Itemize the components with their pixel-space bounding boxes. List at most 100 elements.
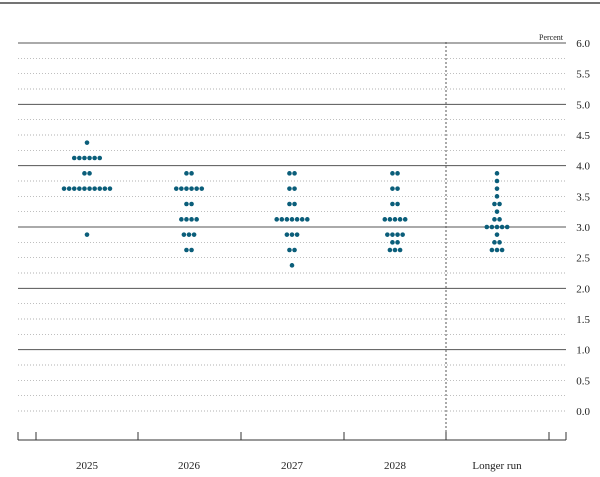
dot-marker bbox=[492, 201, 497, 207]
dot-marker bbox=[397, 217, 403, 222]
dot-marker bbox=[179, 186, 184, 191]
dot-marker bbox=[181, 232, 187, 237]
dot-marker bbox=[395, 232, 400, 237]
dot-marker bbox=[87, 171, 92, 176]
y-tick-label: 1.0 bbox=[576, 345, 590, 357]
x-tick-label: Longer run bbox=[472, 460, 522, 472]
dot-marker bbox=[387, 217, 393, 222]
dot-marker bbox=[294, 232, 300, 237]
dot-marker bbox=[484, 224, 490, 230]
dot-marker bbox=[390, 232, 395, 237]
dot-marker bbox=[504, 224, 510, 230]
dot-marker bbox=[173, 186, 179, 191]
dot-marker bbox=[489, 224, 495, 230]
dot-marker bbox=[71, 155, 77, 161]
dot-marker bbox=[497, 201, 502, 207]
y-tick-labels: 0.0 0.5 1.0 1.5 2.0 2.5 3.0 3.5 4.0 4.5 5.0 5.5 6.0 bbox=[576, 38, 590, 418]
dot-marker bbox=[299, 217, 305, 222]
dot-marker bbox=[499, 224, 505, 230]
dot-marker bbox=[390, 240, 395, 245]
dot-marker bbox=[397, 247, 403, 253]
dot-marker bbox=[82, 155, 87, 161]
dot-marker bbox=[305, 217, 310, 222]
dot-marker bbox=[189, 186, 194, 191]
dot-marker bbox=[82, 186, 87, 191]
dot-marker bbox=[194, 217, 199, 222]
y-tick-label: 4.5 bbox=[576, 130, 590, 142]
dot-marker bbox=[184, 217, 189, 222]
dot-marker bbox=[184, 247, 189, 253]
dot-marker bbox=[92, 186, 97, 191]
dot-marker bbox=[292, 186, 297, 191]
y-tick-label: 3.0 bbox=[576, 222, 590, 234]
y-tick-label: 1.5 bbox=[576, 314, 590, 326]
dot-marker bbox=[194, 186, 199, 191]
x-tick-label: 2025 bbox=[76, 460, 99, 472]
dot-marker bbox=[87, 155, 92, 161]
dot-marker bbox=[392, 247, 398, 253]
dot-marker bbox=[184, 201, 189, 207]
dot-marker bbox=[494, 247, 500, 253]
dot-marker bbox=[494, 171, 500, 176]
dot-marker bbox=[184, 171, 189, 176]
dot-marker bbox=[402, 217, 408, 222]
dot-marker bbox=[494, 186, 500, 191]
dot-marker bbox=[289, 232, 295, 237]
grid-lines bbox=[18, 42, 566, 412]
y-tick-label: 4.0 bbox=[576, 161, 590, 173]
dot-marker bbox=[71, 186, 77, 191]
dot-marker bbox=[499, 247, 505, 253]
y-tick-label: 5.5 bbox=[576, 69, 590, 81]
dot-marker bbox=[387, 247, 393, 253]
dot-marker bbox=[287, 201, 292, 207]
x-tick-label: 2027 bbox=[281, 460, 304, 472]
dot-marker bbox=[84, 232, 90, 237]
dot-marker bbox=[497, 217, 502, 222]
dot-marker bbox=[494, 232, 500, 237]
dot-marker bbox=[189, 217, 194, 222]
dot-marker bbox=[189, 247, 194, 253]
dot-marker bbox=[292, 247, 297, 253]
dot-marker bbox=[179, 217, 184, 222]
dot-marker bbox=[492, 240, 497, 245]
dot-marker bbox=[382, 217, 388, 222]
dot-marker bbox=[390, 201, 395, 207]
dot-marker bbox=[77, 155, 82, 161]
dot-marker bbox=[97, 155, 103, 161]
dot-marker bbox=[390, 171, 395, 176]
dot-marker bbox=[102, 186, 108, 191]
dot-marker bbox=[292, 201, 297, 207]
dot-marker bbox=[77, 186, 82, 191]
dot-marker bbox=[392, 217, 398, 222]
dot-marker bbox=[191, 232, 197, 237]
y-tick-label: 5.0 bbox=[576, 99, 590, 111]
dot-marker bbox=[385, 232, 390, 237]
y-tick-label: 0.0 bbox=[576, 406, 590, 418]
y-tick-label: 0.5 bbox=[576, 375, 590, 387]
dot-marker bbox=[107, 186, 113, 191]
dot-marker bbox=[92, 155, 97, 161]
dot-marker bbox=[494, 194, 500, 199]
dot-marker bbox=[494, 209, 500, 214]
dot-marker bbox=[395, 201, 400, 207]
dot-marker bbox=[189, 201, 194, 207]
dot-marker bbox=[494, 178, 500, 184]
dot-marker bbox=[287, 247, 292, 253]
y-tick-label: 3.5 bbox=[576, 191, 590, 203]
x-tick-label: 2028 bbox=[384, 460, 407, 472]
dot-marker bbox=[492, 217, 497, 222]
dot-marker bbox=[497, 240, 502, 245]
dot-marker bbox=[289, 263, 295, 268]
dot-marker bbox=[279, 217, 285, 222]
dot-marker bbox=[82, 171, 87, 176]
dot-marker bbox=[395, 171, 400, 176]
dot-marker bbox=[61, 186, 67, 191]
dot-marker bbox=[87, 186, 92, 191]
dot-marker bbox=[189, 171, 194, 176]
dot-marker bbox=[66, 186, 72, 191]
dot-marker bbox=[400, 232, 405, 237]
dot-marker bbox=[395, 186, 400, 191]
dot-marker bbox=[390, 186, 395, 191]
dot-marker bbox=[97, 186, 103, 191]
